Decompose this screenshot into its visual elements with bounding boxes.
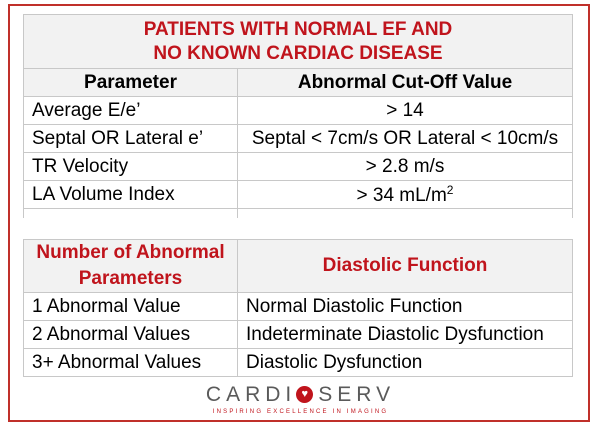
table-row: 1 Abnormal Value Normal Diastolic Functi… (23, 292, 573, 321)
brand-left: CARDI (205, 383, 297, 406)
cutoff-value: > 34 mL/m (356, 185, 447, 206)
criteria-table: PATIENTS WITH NORMAL EF AND NO KNOWN CAR… (23, 14, 573, 218)
count-cell: 2 Abnormal Values (23, 320, 238, 349)
table-row: 2 Abnormal Values Indeterminate Diastoli… (23, 320, 573, 349)
header-diastolic-function: Diastolic Function (237, 239, 573, 293)
cardioserv-logo: CARDI ♥ SERV INSPIRING EXCELLENCE IN IMA… (0, 384, 601, 415)
header-abnormal-count: Number of Abnormal Parameters (23, 239, 238, 293)
parameter-cell: TR Velocity (23, 152, 238, 181)
criteria-table-title: PATIENTS WITH NORMAL EF AND NO KNOWN CAR… (23, 14, 573, 69)
cutoff-cell: > 14 (237, 96, 573, 125)
brand-wordmark: CARDI ♥ SERV (206, 384, 395, 405)
header-cutoff: Abnormal Cut-Off Value (237, 68, 573, 97)
spacer-cell (237, 208, 573, 218)
title-line-2: NO KNOWN CARDIAC DISEASE (153, 42, 443, 64)
function-cell: Normal Diastolic Function (237, 292, 573, 321)
header-parameter: Parameter (23, 68, 238, 97)
table-row: 3+ Abnormal Values Diastolic Dysfunction (23, 348, 573, 377)
table-row: Average E/e’ > 14 (23, 96, 573, 125)
table-row: LA Volume Index > 34 mL/m2 (23, 180, 573, 209)
title-line-1: PATIENTS WITH NORMAL EF AND (143, 18, 453, 40)
count-cell: 3+ Abnormal Values (23, 348, 238, 377)
cutoff-cell: > 34 mL/m2 (237, 180, 573, 209)
header-count-line-2: Parameters (78, 268, 183, 289)
count-cell: 1 Abnormal Value (23, 292, 238, 321)
function-cell: Diastolic Dysfunction (237, 348, 573, 377)
heart-icon: ♥ (296, 386, 314, 403)
superscript: 2 (446, 183, 454, 197)
parameter-cell: LA Volume Index (23, 180, 238, 209)
diastolic-function-table: Number of Abnormal Parameters Diastolic … (23, 239, 573, 377)
parameter-cell: Average E/e’ (23, 96, 238, 125)
spacer-row (23, 208, 573, 218)
brand-right: SERV (318, 383, 396, 406)
table-row: TR Velocity > 2.8 m/s (23, 152, 573, 181)
table-row: Septal OR Lateral e’ Septal < 7cm/s OR L… (23, 124, 573, 153)
cutoff-cell: Septal < 7cm/s OR Lateral < 10cm/s (237, 124, 573, 153)
outer-frame (8, 4, 590, 422)
spacer-cell (23, 208, 238, 218)
header-count-line-1: Number of Abnormal (36, 242, 225, 263)
function-cell: Indeterminate Diastolic Dysfunction (237, 320, 573, 349)
parameter-cell: Septal OR Lateral e’ (23, 124, 238, 153)
tagline: INSPIRING EXCELLENCE IN IMAGING (212, 409, 389, 415)
cutoff-cell: > 2.8 m/s (237, 152, 573, 181)
